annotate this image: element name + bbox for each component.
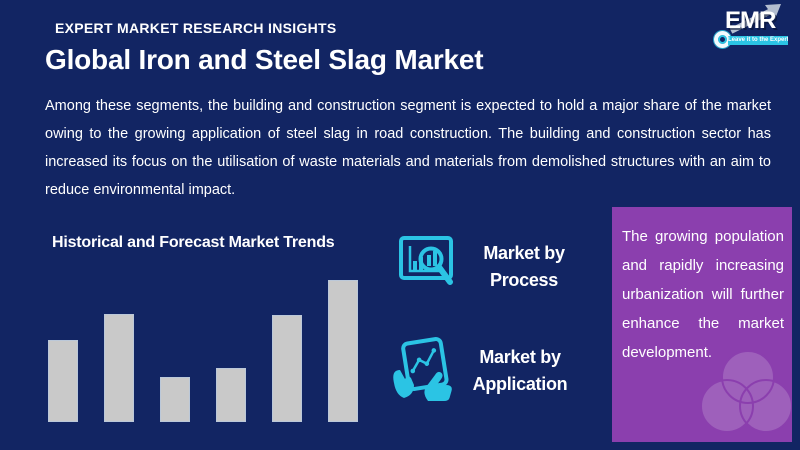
bar — [48, 340, 78, 422]
logo-slogan: Leave it to the Expert! — [728, 36, 788, 45]
bar — [160, 377, 190, 422]
bar — [216, 368, 246, 422]
bar — [104, 314, 134, 422]
segment-label-application: Market by Application — [472, 347, 568, 394]
right-hand-shape — [424, 371, 452, 401]
chart-section-heading: Historical and Forecast Market Trends — [52, 234, 335, 251]
chart-magnifier-icon — [399, 236, 453, 285]
page-title: Global Iron and Steel Slag Market — [45, 44, 484, 75]
bar — [272, 315, 302, 422]
venn-circles-decoration — [700, 350, 792, 433]
highlight-box: The growing population and rapidly incre… — [612, 207, 792, 442]
description-paragraph: Among these segments, the building and c… — [45, 98, 771, 198]
hands-tablet-icon — [393, 337, 452, 401]
emr-logo: EMR Leave it to the Expert! — [705, 3, 795, 48]
left-hand-shape — [393, 370, 414, 398]
growth-arrow-icon — [729, 4, 781, 34]
emr-logo-text: EMR — [725, 7, 776, 34]
brand-tagline: EXPERT MARKET RESEARCH INSIGHTS — [55, 20, 337, 36]
bar-chart — [48, 277, 358, 422]
segment-label-process: Market by Process — [483, 243, 565, 290]
bar — [328, 280, 358, 422]
highlight-text: The growing population and rapidly incre… — [622, 228, 784, 361]
